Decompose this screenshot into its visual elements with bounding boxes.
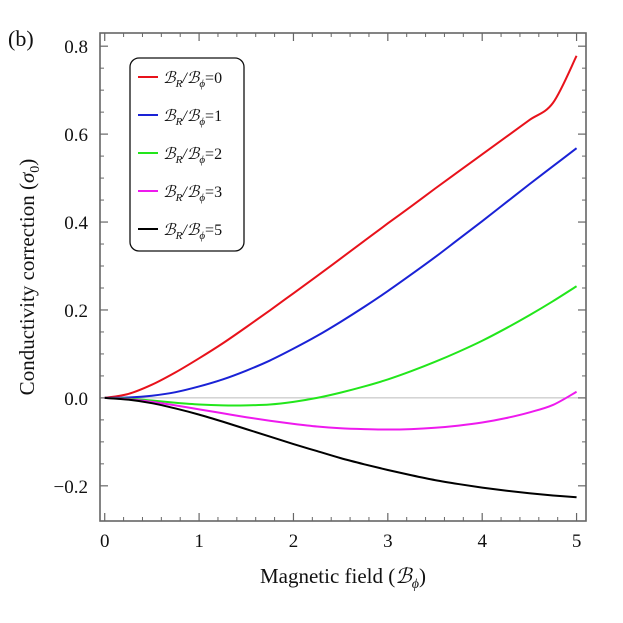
- legend-box: [129, 57, 245, 252]
- x-tick-label: 2: [289, 531, 299, 552]
- legend-entry-label: ℬR/ℬϕ=2: [163, 146, 222, 166]
- x-tick-label: 1: [194, 531, 204, 552]
- x-tick-label: 0: [100, 531, 110, 552]
- series-line-ratio-1: [104, 147, 578, 399]
- legend: ℬR/ℬϕ=0 ℬR/ℬϕ=1 ℬR/ℬϕ=2 ℬR/ℬϕ=3 ℬR/ℬϕ=5: [129, 57, 245, 252]
- y-tick-label: 0.8: [64, 37, 88, 58]
- plot-border: [99, 32, 587, 522]
- legend-entry-label: ℬR/ℬϕ=5: [163, 222, 222, 242]
- legend-entry-label: ℬR/ℬϕ=1: [163, 108, 222, 128]
- x-axis-ticks: 0 1 2 3 4 5: [100, 33, 581, 552]
- x-tick-label: 5: [572, 531, 582, 552]
- legend-entry-label: ℬR/ℬϕ=0: [163, 70, 222, 90]
- series-lines: [104, 55, 578, 499]
- plot-frame: [99, 32, 587, 522]
- y-tick-label: 0.6: [64, 125, 88, 146]
- x-tick-label: 3: [383, 531, 393, 552]
- series-line-ratio-0: [104, 55, 578, 399]
- x-tick-label: 4: [477, 531, 487, 552]
- x-axis-title: Magnetic field (ℬϕ): [260, 564, 426, 592]
- y-axis-ticks: −0.2 0.0 0.2 0.4 0.6 0.8: [54, 37, 586, 498]
- y-tick-label: 0.4: [64, 213, 88, 234]
- y-tick-label: −0.2: [54, 477, 88, 498]
- series-line-ratio-2: [104, 285, 578, 407]
- series-line-ratio-5: [104, 396, 577, 499]
- y-tick-label: 0.0: [64, 389, 88, 410]
- legend-entry-label: ℬR/ℬϕ=3: [163, 184, 222, 204]
- y-tick-label: 0.2: [64, 301, 88, 322]
- series-line-ratio-3: [104, 390, 578, 431]
- y-axis-title: Conductivity correction (σ0): [15, 159, 43, 396]
- panel-label: (b): [8, 26, 34, 51]
